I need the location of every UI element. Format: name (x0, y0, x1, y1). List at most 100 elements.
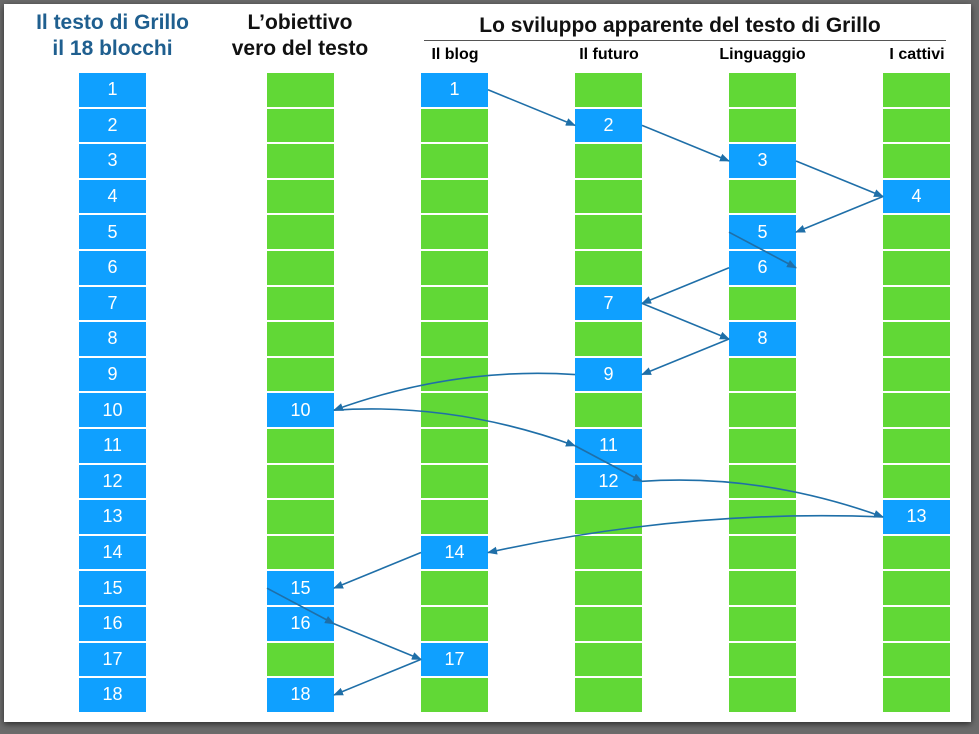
empty-slot (421, 286, 488, 321)
empty-slot (267, 286, 334, 321)
col2-header-line1: L’obiettivo (247, 11, 353, 34)
block-12: 12 (575, 464, 642, 499)
block-13: 13 (883, 500, 950, 534)
arrow-5-to-6 (728, 231, 797, 269)
empty-slot (729, 678, 796, 712)
empty-slot (421, 393, 488, 427)
empty-slot (883, 642, 950, 677)
block-16: 16 (267, 607, 334, 641)
arrow-12-to-13 (641, 479, 884, 518)
block-17: 17 (421, 642, 488, 677)
block-1: 1 (421, 73, 488, 107)
block-2: 2 (79, 108, 146, 143)
empty-slot (883, 535, 950, 570)
empty-slot (267, 429, 334, 463)
empty-slot (883, 464, 950, 499)
col1-header: Il testo di Grillo il 18 blocchi (20, 10, 205, 62)
empty-slot (575, 251, 642, 285)
block-17: 17 (79, 642, 146, 677)
arrow-7-to-8 (641, 302, 730, 340)
subheader-cattivi: I cattivi (889, 46, 945, 63)
empty-slot (267, 322, 334, 356)
empty-slot (729, 286, 796, 321)
empty-slot (267, 179, 334, 214)
empty-slot (421, 215, 488, 249)
subheader-blog: Il blog (431, 46, 479, 63)
arrow-10-to-11 (333, 408, 576, 447)
empty-slot (575, 678, 642, 712)
empty-slot (575, 322, 642, 356)
empty-slot (883, 251, 950, 285)
empty-slot (421, 500, 488, 534)
col1-header-line1: Il testo di Grillo (36, 11, 189, 34)
block-4: 4 (883, 179, 950, 214)
block-10: 10 (79, 393, 146, 427)
block-16: 16 (79, 607, 146, 641)
subheader-linguaggio: Linguaggio (719, 46, 806, 63)
empty-slot (421, 322, 488, 356)
empty-slot (575, 535, 642, 570)
col1-header-line2: il 18 blocchi (52, 37, 173, 60)
block-8: 8 (79, 322, 146, 356)
arrow-8-to-9 (641, 338, 730, 376)
block-15: 15 (267, 571, 334, 605)
empty-slot (421, 571, 488, 605)
empty-slot (575, 179, 642, 214)
block-6: 6 (79, 251, 146, 285)
block-18: 18 (267, 678, 334, 712)
empty-slot (267, 144, 334, 178)
arrow-14-to-15 (333, 551, 422, 589)
block-8: 8 (729, 322, 796, 356)
arrow-1-to-2 (487, 89, 576, 127)
empty-slot (729, 357, 796, 392)
arrow-15-to-16 (266, 587, 335, 625)
arrow-3-to-4 (795, 160, 884, 198)
empty-slot (729, 179, 796, 214)
empty-slot (575, 642, 642, 677)
group-title-underline (424, 40, 946, 41)
block-18: 18 (79, 678, 146, 712)
block-3: 3 (729, 144, 796, 178)
empty-slot (883, 571, 950, 605)
empty-slot (729, 571, 796, 605)
empty-slot (267, 108, 334, 143)
col2-header-line2: vero del testo (231, 37, 369, 60)
empty-slot (421, 144, 488, 178)
arrow-9-to-10 (333, 372, 576, 411)
empty-slot (267, 464, 334, 499)
block-15: 15 (79, 571, 146, 605)
empty-slot (883, 393, 950, 427)
col2-header: L’obiettivo vero del testo (210, 10, 390, 62)
empty-slot (729, 73, 796, 107)
empty-slot (883, 322, 950, 356)
empty-slot (575, 607, 642, 641)
arrow-11-to-12 (574, 445, 643, 483)
block-4: 4 (79, 179, 146, 214)
subheader-futuro: Il futuro (579, 46, 639, 63)
empty-slot (267, 73, 334, 107)
empty-slot (883, 215, 950, 249)
empty-slot (575, 144, 642, 178)
empty-slot (883, 73, 950, 107)
empty-slot (883, 286, 950, 321)
empty-slot (421, 429, 488, 463)
empty-slot (883, 429, 950, 463)
arrow-17-to-18 (333, 658, 422, 696)
empty-slot (267, 500, 334, 534)
block-10: 10 (267, 393, 334, 427)
empty-slot (883, 144, 950, 178)
empty-slot (421, 357, 488, 392)
empty-slot (729, 535, 796, 570)
empty-slot (575, 571, 642, 605)
block-7: 7 (575, 286, 642, 321)
empty-slot (421, 607, 488, 641)
empty-slot (575, 393, 642, 427)
block-9: 9 (575, 357, 642, 392)
empty-slot (267, 535, 334, 570)
empty-slot (421, 108, 488, 143)
empty-slot (729, 108, 796, 143)
empty-slot (729, 642, 796, 677)
empty-slot (421, 251, 488, 285)
arrow-6-to-7 (641, 267, 730, 305)
arrow-13-to-14 (487, 514, 884, 555)
